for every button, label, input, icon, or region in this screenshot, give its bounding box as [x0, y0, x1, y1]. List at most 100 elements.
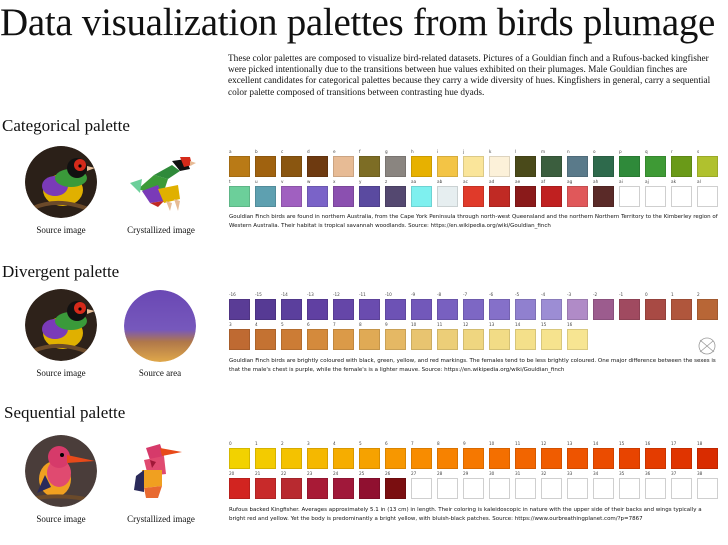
- swatch-chip: [281, 186, 302, 207]
- color-swatch: 14: [593, 441, 614, 469]
- swatch-code: al: [697, 179, 701, 184]
- swatch-chip: [697, 299, 718, 320]
- swatch-chip: [541, 186, 562, 207]
- swatch-code: o: [593, 149, 596, 154]
- swatch-code: -6: [489, 292, 494, 297]
- swatch-code: ag: [567, 179, 573, 184]
- swatch-chip: [567, 329, 588, 350]
- swatch-chip: [411, 186, 432, 207]
- swatch-code: ac: [463, 179, 468, 184]
- color-swatch: 7: [333, 322, 354, 350]
- swatch-code: 23: [307, 471, 313, 476]
- categorical-label-source: Source image: [36, 225, 86, 235]
- color-swatch: 16: [567, 322, 588, 350]
- swatch-code: u: [255, 179, 258, 184]
- color-swatch: 26: [385, 471, 406, 499]
- color-swatch: 9: [463, 441, 484, 469]
- swatch-code: 28: [437, 471, 443, 476]
- swatch-code: 24: [333, 471, 339, 476]
- swatch-chip: [619, 299, 640, 320]
- color-swatch: 34: [593, 471, 614, 499]
- divergent-label-source: Source image: [36, 368, 86, 378]
- swatch-code: 1: [255, 441, 258, 446]
- color-swatch: p: [619, 149, 640, 177]
- color-swatch: 8: [359, 322, 380, 350]
- swatch-code: 30: [489, 471, 495, 476]
- swatch-code: -12: [333, 292, 340, 297]
- swatch-code: 1: [671, 292, 674, 297]
- swatch-code: -14: [281, 292, 288, 297]
- swatch-chip: [437, 448, 458, 469]
- color-swatch: ai: [619, 179, 640, 207]
- color-swatch: s: [697, 149, 718, 177]
- swatch-code: 5: [359, 441, 362, 446]
- swatch-code: b: [255, 149, 258, 154]
- swatch-code: t: [229, 179, 231, 184]
- color-swatch: a: [229, 149, 250, 177]
- swatch-chip: [281, 156, 302, 177]
- empty-swatch-chip: [619, 478, 640, 499]
- swatch-chip: [229, 329, 250, 350]
- swatch-chip: [333, 156, 354, 177]
- color-swatch: ak: [671, 179, 692, 207]
- color-swatch: v: [281, 179, 302, 207]
- color-swatch: z: [385, 179, 406, 207]
- swatch-code: w: [307, 179, 311, 184]
- color-swatch: -14: [281, 292, 302, 320]
- color-swatch: c: [281, 149, 302, 177]
- color-swatch: 18: [697, 441, 718, 469]
- swatch-chip: [697, 156, 718, 177]
- gouldian-finch-source-image: [25, 146, 97, 218]
- swatch-chip: [281, 329, 302, 350]
- swatch-chip: [515, 186, 536, 207]
- swatch-code: 6: [385, 441, 388, 446]
- swatch-chip: [229, 156, 250, 177]
- swatch-code: c: [281, 149, 284, 154]
- swatch-code: -2: [593, 292, 598, 297]
- swatch-chip: [411, 299, 432, 320]
- swatch-code: 33: [567, 471, 573, 476]
- swatch-chip: [333, 329, 354, 350]
- empty-swatch-chip: [697, 186, 718, 207]
- sequential-label-source: Source image: [36, 514, 86, 524]
- swatch-chip: [385, 448, 406, 469]
- sequential-caption: Rufous backed Kingfisher. Averages appro…: [229, 507, 702, 522]
- swatch-code: 9: [463, 441, 466, 446]
- empty-swatch-chip: [619, 186, 640, 207]
- swatch-code: 27: [411, 471, 417, 476]
- swatch-chip: [385, 299, 406, 320]
- swatch-code: x: [333, 179, 336, 184]
- swatch-code: m: [541, 149, 546, 154]
- color-swatch: f: [359, 149, 380, 177]
- empty-swatch-chip: [411, 478, 432, 499]
- color-swatch: -16: [229, 292, 250, 320]
- swatch-code: 8: [359, 322, 362, 327]
- swatch-code: q: [645, 149, 648, 154]
- color-swatch: -6: [489, 292, 510, 320]
- swatch-code: 10: [489, 441, 495, 446]
- swatch-chip: [463, 448, 484, 469]
- swatch-chip: [307, 186, 328, 207]
- swatch-code: 15: [619, 441, 625, 446]
- color-swatch: 35: [619, 471, 640, 499]
- swatch-chip: [359, 299, 380, 320]
- swatch-code: 18: [697, 441, 703, 446]
- swatch-chip: [385, 329, 406, 350]
- categorical-palette-row-1: a b c d e f g h i j k l m n o p q r s: [229, 149, 718, 177]
- swatch-chip: [489, 299, 510, 320]
- empty-swatch-chip: [645, 186, 666, 207]
- swatch-code: i: [437, 149, 439, 154]
- swatch-code: 7: [411, 441, 414, 446]
- color-swatch: -4: [541, 292, 562, 320]
- color-swatch: -12: [333, 292, 354, 320]
- empty-swatch-chip: [671, 186, 692, 207]
- color-swatch: 22: [281, 471, 302, 499]
- swatch-code: 15: [541, 322, 547, 327]
- empty-swatch-chip: [541, 478, 562, 499]
- swatch-code: 37: [671, 471, 677, 476]
- empty-swatch-chip: [697, 478, 718, 499]
- categorical-palette-row-2: t u v w x y z aa ab ac ad ae af ag ah ai aj ak al: [229, 179, 718, 207]
- swatch-code: 17: [671, 441, 677, 446]
- swatch-chip: [307, 329, 328, 350]
- swatch-code: 3: [307, 441, 310, 446]
